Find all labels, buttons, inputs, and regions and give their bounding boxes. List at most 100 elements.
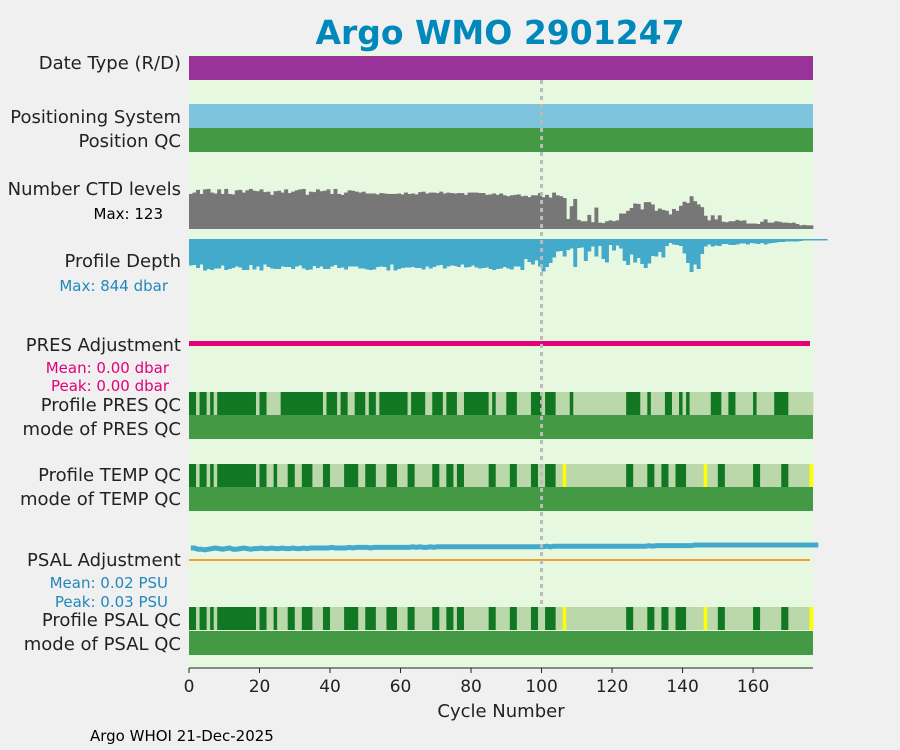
label-position-qc: Position QC <box>78 131 181 152</box>
temp-qc-segment <box>217 464 257 487</box>
profile-depth-bar <box>351 239 356 267</box>
ctd-level-bar <box>358 192 363 229</box>
ctd-level-bar <box>714 219 719 229</box>
pres-qc-segment <box>640 392 648 415</box>
ctd-level-bar <box>735 219 740 229</box>
psal-qc-segment <box>668 607 676 630</box>
profile-depth-bar <box>421 239 426 270</box>
ctd-level-bar <box>273 191 278 229</box>
pres-qc-segment <box>689 392 712 415</box>
profile-depth-bar <box>502 239 507 267</box>
label-profile-pres-qc: Profile PRES QC <box>41 395 181 416</box>
psal-qc-segment <box>530 607 539 630</box>
ctd-levels-bars <box>189 188 814 229</box>
temp-qc-segment <box>446 464 454 487</box>
psal-qc-segment <box>330 607 345 630</box>
ctd-level-bar <box>259 189 264 229</box>
profile-depth-bar <box>664 239 669 246</box>
temp-qc-segment <box>686 464 705 487</box>
profile-psal-qc-segments <box>189 607 814 630</box>
pres-qc-segment <box>368 392 377 415</box>
profile-depth-bar <box>763 239 768 245</box>
stat-psal-peak: Peak: 0.03 PSU <box>55 593 168 611</box>
x-tick-label: 20 <box>249 677 271 697</box>
profile-depth-bar <box>404 239 408 268</box>
ctd-level-bar <box>777 221 782 229</box>
pres-qc-segment <box>647 392 652 415</box>
pres-qc-segment <box>255 392 260 415</box>
x-axis-ticks: 0 20 40 60 80 100 120 140 160 <box>184 668 769 697</box>
temp-qc-segment <box>255 464 260 487</box>
profile-depth-bar <box>425 239 430 267</box>
pres-qc-segment <box>446 392 458 415</box>
profile-depth-bar <box>439 239 444 265</box>
ctd-level-bar <box>530 195 535 229</box>
profile-depth-bar <box>259 239 264 271</box>
footer: Argo WHOI 21-Dec-2025 <box>90 727 274 745</box>
profile-depth-bar <box>365 239 370 270</box>
temp-qc-segment <box>365 464 377 487</box>
temp-qc-segment <box>397 464 408 487</box>
profile-depth-bar <box>471 239 475 266</box>
temp-qc-segment <box>495 464 511 487</box>
psal-qc-segment <box>189 607 197 630</box>
ctd-level-bar <box>746 223 750 229</box>
profile-depth-bar <box>679 239 683 246</box>
pres-qc-segment <box>411 392 426 415</box>
ctd-level-bar <box>520 196 525 229</box>
pres-qc-segment <box>650 392 666 415</box>
ctd-level-bar <box>633 203 638 229</box>
profile-depth-bar <box>520 239 525 270</box>
psal-qc-segment <box>555 607 563 630</box>
profile-depth-bar <box>234 239 239 267</box>
profile-depth-bar <box>400 239 405 268</box>
temp-qc-segment <box>753 464 761 487</box>
temp-qc-segment <box>189 464 197 487</box>
pres-qc-segment <box>545 392 556 415</box>
profile-depth-bar <box>700 239 705 254</box>
profile-depth-bar <box>619 239 624 249</box>
pres-qc-segment <box>326 392 338 415</box>
psal-qc-segment <box>206 607 211 630</box>
profile-depth-bar <box>217 239 222 269</box>
profile-depth-bar <box>379 239 384 267</box>
ctd-level-bar <box>689 196 694 229</box>
profile-depth-bar <box>414 239 419 268</box>
profile-depth-bar <box>252 239 257 270</box>
label-profile-psal-qc: Profile PSAL QC <box>42 610 181 631</box>
pres-qc-segment <box>322 392 327 415</box>
temp-qc-segment <box>386 464 398 487</box>
ctd-level-bar <box>781 222 786 229</box>
temp-qc-segment <box>781 464 789 487</box>
profile-depth-bar <box>301 239 306 269</box>
ctd-level-bar <box>548 197 553 229</box>
ctd-level-bar <box>622 213 627 229</box>
profile-depth-bar <box>622 239 627 261</box>
ctd-level-bar <box>471 192 475 229</box>
profile-depth-bar <box>266 239 271 267</box>
date-type-bar <box>189 56 813 80</box>
profile-depth-bar <box>354 239 359 267</box>
temp-qc-segment <box>439 464 447 487</box>
pres-qc-segment <box>735 392 754 415</box>
profile-depth-bar <box>361 239 366 269</box>
ctd-level-bar <box>425 193 430 229</box>
profile-depth-bar <box>580 239 585 248</box>
profile-temp-qc-segments <box>189 464 814 487</box>
ctd-level-bar <box>696 204 701 229</box>
ctd-level-bar <box>337 193 341 229</box>
profile-depth-bar <box>573 239 578 267</box>
temp-qc-segment <box>375 464 387 487</box>
x-tick-label: 120 <box>596 677 628 697</box>
ctd-level-bar <box>203 189 208 229</box>
psal-qc-segment <box>301 607 313 630</box>
temp-qc-segment <box>566 464 627 487</box>
ctd-level-bar <box>404 192 408 229</box>
psal-qc-segment <box>344 607 359 630</box>
psal-qc-segment <box>453 607 458 630</box>
ctd-level-bar <box>657 208 662 229</box>
ctd-level-bar <box>432 192 437 229</box>
stat-pres-peak: Peak: 0.00 dbar <box>51 377 170 395</box>
pres-qc-segment <box>541 392 546 415</box>
